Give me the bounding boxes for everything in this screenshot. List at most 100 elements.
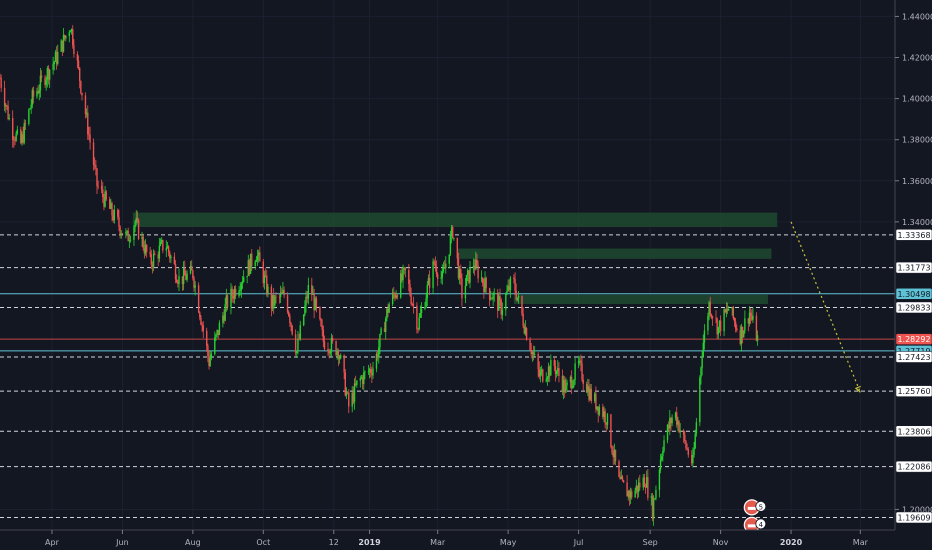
candle-body xyxy=(73,45,75,54)
candle-body xyxy=(562,379,565,392)
level-label-bg[interactable] xyxy=(895,460,932,473)
candle-body xyxy=(169,252,171,259)
candle-body xyxy=(538,369,541,377)
level-label-bg[interactable] xyxy=(895,425,932,438)
candle-body xyxy=(370,369,372,374)
candle-body xyxy=(88,134,90,136)
candle-body xyxy=(711,316,714,319)
candle-body xyxy=(181,276,184,284)
candle-body xyxy=(256,255,259,261)
candle-body xyxy=(611,446,613,454)
level-label-bg[interactable] xyxy=(895,288,932,300)
candle-body xyxy=(573,379,575,386)
candle-body xyxy=(644,487,647,488)
candle-body xyxy=(375,353,378,369)
candle-body xyxy=(529,339,531,351)
time-axis[interactable]: Apr Jun Aug Oct 12 2019 Mar May Jul Sep Nov 2020 Mar xyxy=(0,529,895,550)
candle-body xyxy=(0,78,1,79)
level-label-bg[interactable] xyxy=(895,351,932,363)
candle-body xyxy=(151,264,154,267)
candle-body xyxy=(570,376,573,389)
level-label-bg[interactable] xyxy=(895,301,932,314)
level-label-bg[interactable] xyxy=(895,385,932,397)
candle-body xyxy=(647,477,649,498)
level-label-bg[interactable] xyxy=(895,511,932,524)
candle-body xyxy=(558,367,560,376)
candle-body xyxy=(621,476,624,481)
candle-body xyxy=(428,277,431,288)
candle-body xyxy=(359,378,362,381)
candle-body xyxy=(585,384,588,393)
level-label-bg[interactable] xyxy=(895,261,932,274)
candle-body xyxy=(667,424,670,429)
level-label-bg[interactable] xyxy=(895,229,932,241)
candle-body xyxy=(564,379,566,393)
candle-body xyxy=(507,285,509,291)
marker-count: 5 xyxy=(759,503,763,511)
grid xyxy=(0,0,895,530)
candle-body xyxy=(81,92,83,96)
flag-stripe xyxy=(747,506,756,510)
candle-body xyxy=(743,330,745,338)
candle-body xyxy=(208,355,210,367)
candle-body xyxy=(732,307,735,319)
candle-body xyxy=(149,251,151,255)
candle-body xyxy=(663,440,665,451)
candle-body xyxy=(715,318,717,320)
candle-body xyxy=(724,309,726,313)
candle-body xyxy=(62,34,65,52)
candle-body xyxy=(728,309,730,311)
candle-body xyxy=(394,294,396,298)
candle-body xyxy=(468,270,470,283)
candle-body xyxy=(546,377,549,380)
candle-body xyxy=(497,292,499,311)
marker-count-badge xyxy=(755,518,767,530)
candle-body xyxy=(700,367,702,378)
candle-body xyxy=(321,325,323,330)
marker-count-badge xyxy=(755,501,767,512)
candle-body xyxy=(335,341,337,355)
candle-body xyxy=(72,29,74,46)
candle-body xyxy=(224,304,226,321)
candle-body xyxy=(569,376,572,383)
event-marker[interactable]: 4 xyxy=(743,516,767,533)
candle-body xyxy=(8,118,10,119)
candle-body xyxy=(47,68,50,80)
price-axis[interactable]: 1.44000 1.42000 1.40000 1.38000 1.36000 1.340… xyxy=(894,0,932,550)
level-label-bg[interactable] xyxy=(895,333,932,345)
candle-body xyxy=(166,246,169,249)
candle-body xyxy=(566,382,568,386)
candle-body xyxy=(343,355,345,373)
level-label: 1.23806 xyxy=(897,427,930,436)
candle-body xyxy=(550,360,552,376)
candle-body xyxy=(346,392,349,394)
candle-body xyxy=(408,270,410,284)
candle-body xyxy=(111,203,113,216)
candle-body xyxy=(628,491,631,499)
candle-body xyxy=(249,253,252,274)
candle-body xyxy=(613,449,616,457)
candle-body xyxy=(46,68,49,80)
candle-body xyxy=(247,260,249,276)
candle-body xyxy=(620,476,623,480)
candle-body xyxy=(379,333,381,348)
candle-body xyxy=(662,450,664,457)
event-marker[interactable]: 5 xyxy=(743,499,767,516)
candle-body xyxy=(356,380,358,385)
candle-body xyxy=(491,298,493,300)
candle-body xyxy=(476,259,478,266)
candle-body xyxy=(270,286,273,309)
candle-body xyxy=(121,233,124,235)
candle-body xyxy=(747,318,750,324)
candle-body xyxy=(498,296,500,311)
candle-body xyxy=(400,273,402,298)
candle-body xyxy=(154,253,156,255)
candle-body xyxy=(524,328,527,334)
candle-body xyxy=(553,360,556,367)
candle-body xyxy=(533,354,536,355)
candle-body xyxy=(531,351,534,355)
candle-body xyxy=(248,260,251,274)
candle-body xyxy=(492,293,494,300)
time-tick-label: Apr xyxy=(45,538,60,547)
